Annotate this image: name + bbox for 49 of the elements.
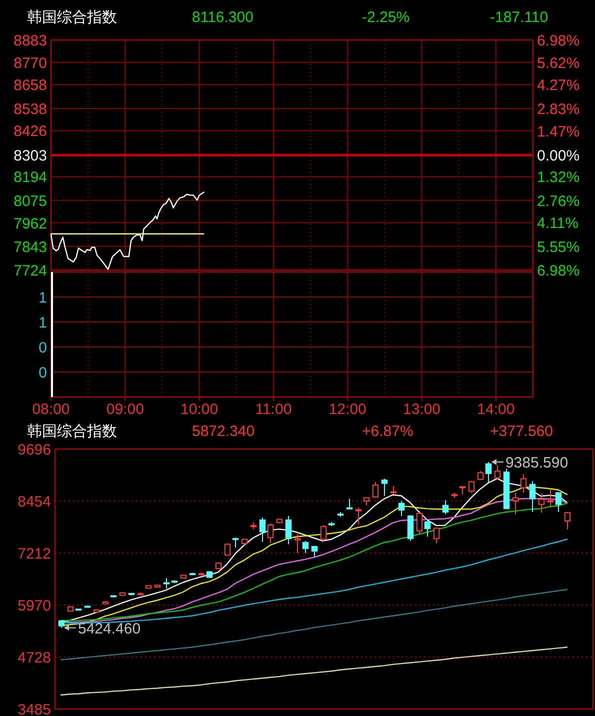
- header-value: -187.110: [490, 9, 548, 26]
- y2-tick-label: 1.47%: [537, 123, 580, 140]
- x-tick-label: 13:00: [403, 401, 441, 418]
- header-value: +6.87%: [362, 423, 414, 440]
- y2-tick-label: 5.55%: [537, 238, 580, 256]
- y-tick-label: 8454: [18, 494, 51, 510]
- y-tick-label: 7724: [14, 262, 47, 280]
- y-tick-label: 3485: [18, 702, 51, 716]
- y2-tick-label: 6.98%: [537, 262, 580, 280]
- y-tick-label: 0: [38, 340, 47, 356]
- y-tick-label: 8303: [14, 148, 47, 165]
- header-value: +377.560: [490, 423, 553, 440]
- x-tick-label: 14:00: [477, 401, 515, 418]
- y2-tick-label: 2.76%: [537, 192, 580, 210]
- y-tick-label: 5970: [18, 597, 51, 614]
- y2-tick-label: 6.98%: [537, 32, 580, 50]
- y-tick-label: 8426: [14, 123, 47, 140]
- y2-tick-label: 1.32%: [537, 169, 580, 186]
- title: 韩国综合指数: [27, 423, 117, 440]
- note: 5424.460: [78, 620, 141, 638]
- y-tick-label: 8658: [14, 77, 47, 94]
- y-tick-label: 1: [38, 290, 47, 306]
- y2-tick-label: 0.00%: [537, 148, 580, 164]
- y2-tick-label: 5.62%: [537, 54, 580, 72]
- x-tick-label: 12:00: [328, 401, 366, 418]
- y-tick-label: 8770: [14, 54, 47, 72]
- x-tick-label: 09:00: [106, 401, 144, 418]
- header-value: -2.25%: [362, 9, 410, 26]
- header-value: 5872.340: [192, 423, 255, 440]
- y-tick-label: 0: [38, 364, 47, 382]
- x-tick-label: 11:00: [255, 401, 292, 418]
- note: 9385.590: [505, 454, 568, 472]
- y2-tick-label: 4.11%: [537, 215, 578, 232]
- y-tick-label: 8075: [14, 192, 47, 210]
- header-value: 8116.300: [192, 9, 254, 26]
- y-tick-label: 8194: [14, 169, 47, 186]
- y-tick-label: 9696: [18, 442, 51, 458]
- y-tick-label: 8538: [14, 100, 47, 118]
- x-tick-label: 10:00: [180, 401, 218, 418]
- y-tick-label: 8883: [14, 32, 47, 50]
- y2-tick-label: 2.83%: [537, 100, 580, 118]
- y-tick-label: 7843: [14, 238, 47, 256]
- y2-tick-label: 4.27%: [537, 77, 580, 94]
- y-tick-label: 7212: [18, 545, 51, 562]
- y-tick-label: 4728: [18, 649, 51, 666]
- title: 韩国综合指数: [27, 9, 117, 26]
- y-tick-label: 7962: [14, 215, 47, 232]
- y-tick-label: 1: [38, 314, 47, 332]
- x-tick-label: 08:00: [32, 401, 70, 418]
